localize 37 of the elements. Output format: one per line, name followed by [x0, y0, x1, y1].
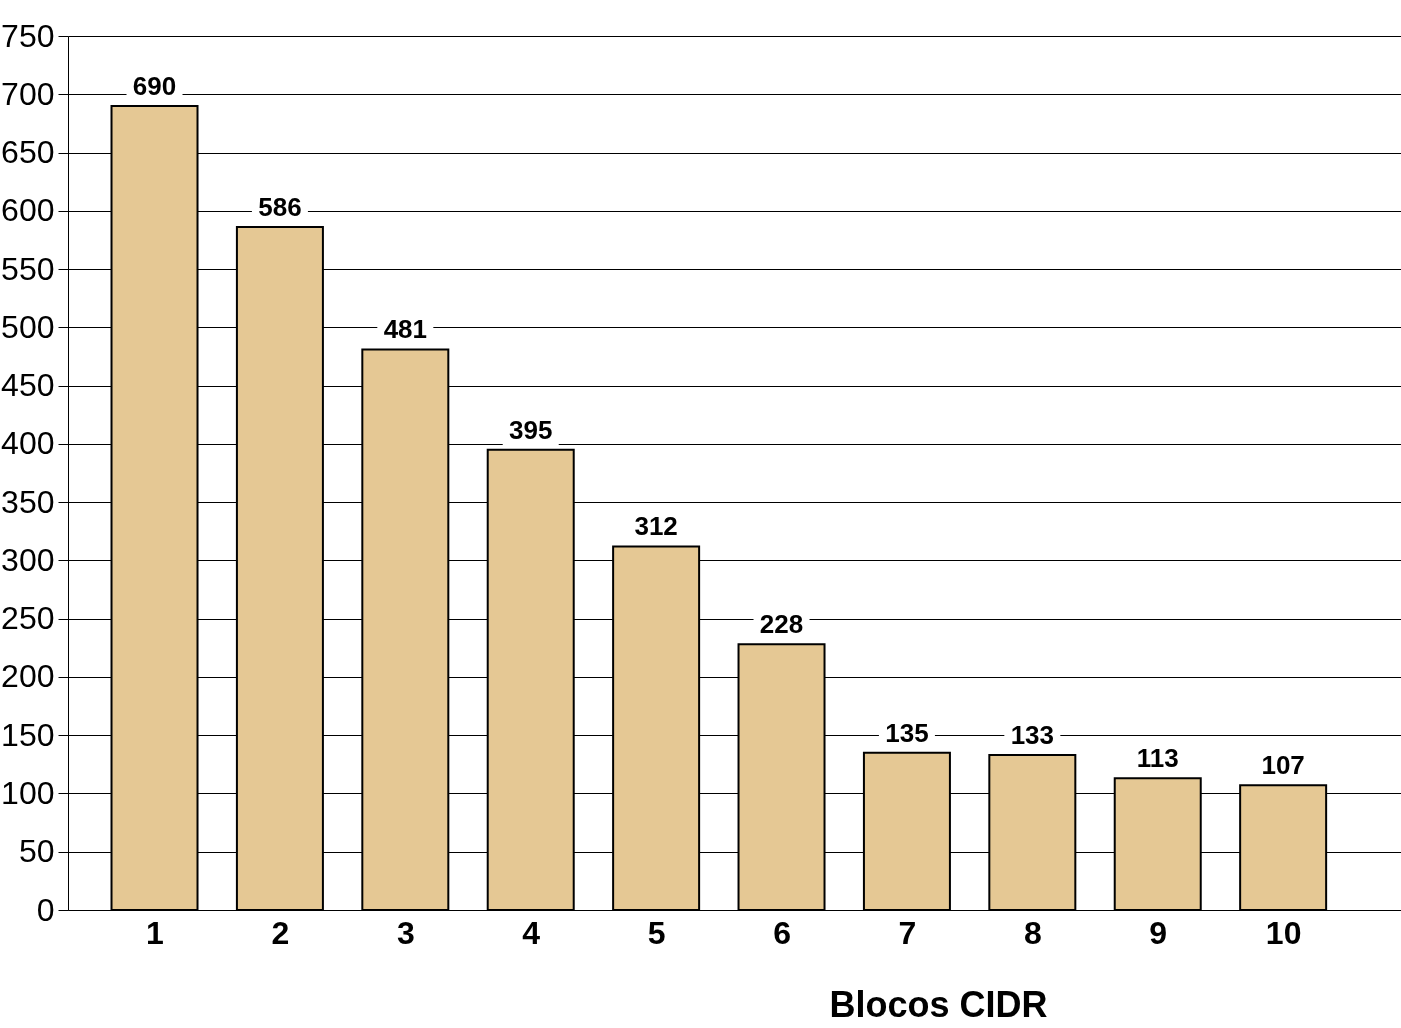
y-tick-label: 300 — [1, 541, 55, 578]
x-tick-label: 9 — [1149, 914, 1168, 951]
x-tick-label: 10 — [1265, 914, 1302, 951]
x-axis-title: Blocos CIDR — [829, 983, 1048, 1025]
data-label: 133 — [1010, 720, 1055, 751]
data-label: 312 — [634, 511, 678, 542]
data-label: 690 — [132, 70, 177, 101]
y-tick-label: 100 — [1, 774, 55, 811]
y-tick-label: 600 — [1, 192, 55, 229]
x-tick-label: 6 — [773, 914, 791, 951]
data-label: 481 — [383, 314, 428, 345]
data-label: 228 — [759, 609, 804, 640]
y-tick-label: 550 — [1, 250, 55, 287]
y-tick-label: 150 — [1, 716, 55, 753]
x-tick-label: 3 — [396, 914, 415, 951]
y-tick-label: 450 — [1, 367, 55, 404]
y-tick-label: 650 — [1, 134, 55, 171]
data-label: 586 — [258, 192, 302, 223]
x-tick-label: 7 — [898, 914, 917, 951]
x-tick-label: 1 — [146, 914, 164, 951]
x-tick-label: 8 — [1023, 914, 1042, 951]
y-tick-label: 350 — [1, 483, 55, 520]
y-tick-label: 200 — [1, 658, 55, 695]
y-tick-label: 500 — [1, 308, 55, 345]
y-tick-label: 50 — [18, 833, 55, 870]
y-tick-label: 250 — [1, 600, 55, 637]
x-tick-label: 5 — [647, 914, 666, 951]
data-label: 113 — [1136, 743, 1179, 774]
y-tick-label: 750 — [1, 17, 55, 54]
x-tick-label: 4 — [522, 914, 541, 951]
y-tick-label: 0 — [36, 891, 55, 928]
y-tick-label: 400 — [1, 425, 55, 462]
y-tick-label: 700 — [1, 75, 55, 112]
data-label: 107 — [1261, 750, 1305, 781]
data-label: 135 — [885, 717, 929, 748]
x-tick-label: 2 — [271, 914, 290, 951]
data-label: 395 — [509, 414, 553, 445]
